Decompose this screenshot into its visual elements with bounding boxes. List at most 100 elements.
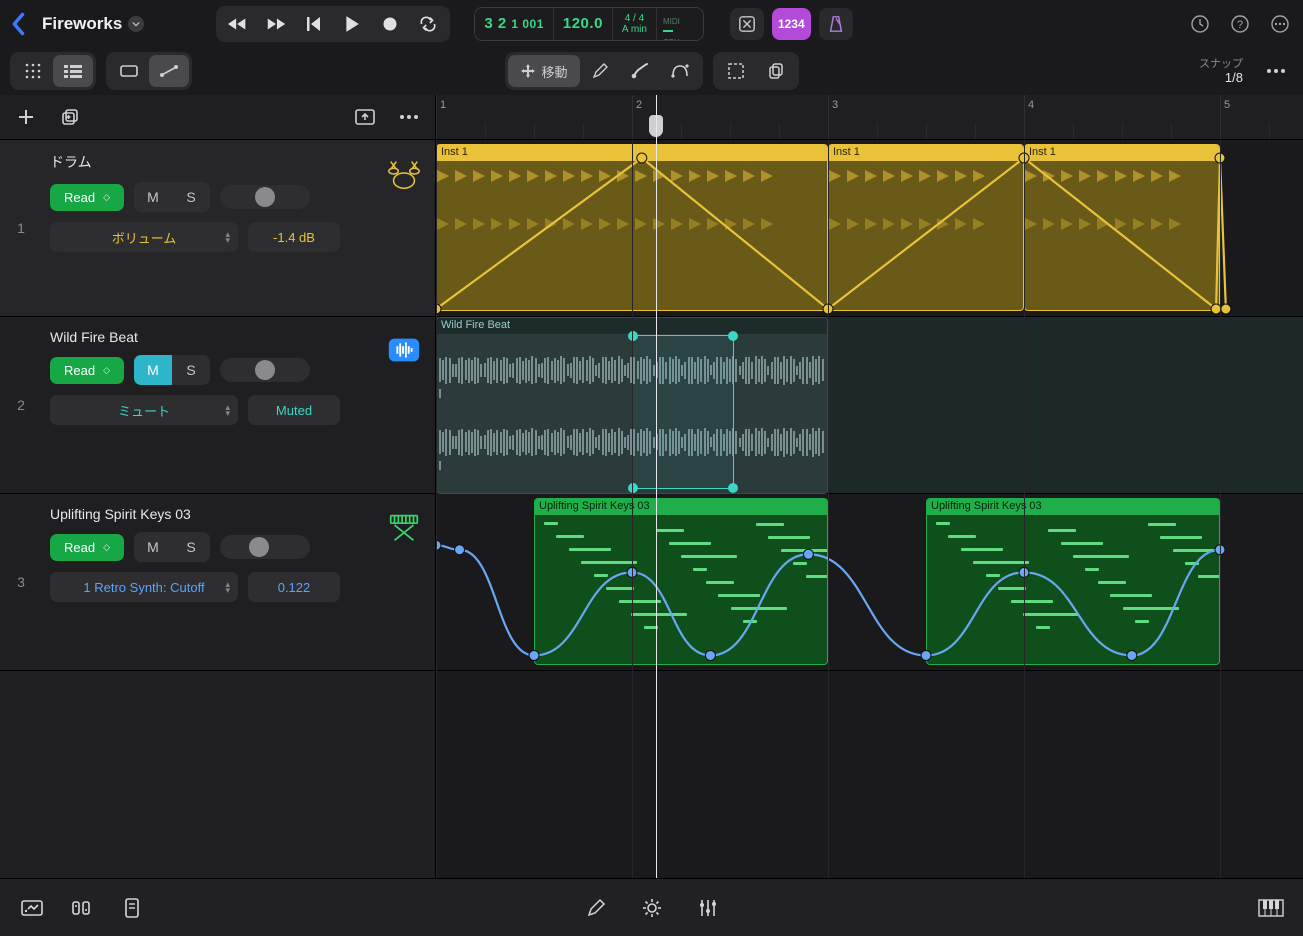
lcd-meters: MIDI CPU: [657, 8, 703, 40]
selection-rect[interactable]: [632, 335, 734, 489]
notepad-button[interactable]: [118, 894, 146, 922]
pan-knob[interactable]: [220, 358, 310, 382]
track-name[interactable]: Wild Fire Beat: [50, 329, 425, 345]
automation-param-select[interactable]: ボリューム▴▾: [50, 222, 238, 252]
automation-mode-button[interactable]: Read◇: [50, 357, 124, 384]
metronome-button[interactable]: [819, 8, 853, 40]
track-header[interactable]: 2 Wild Fire Beat Read◇ M S ミュート▴▾ Muted: [0, 317, 435, 494]
back-button[interactable]: [10, 12, 28, 36]
automation-mode-button[interactable]: Read◇: [50, 534, 124, 561]
automation-node[interactable]: [1221, 304, 1231, 314]
timeline-ruler[interactable]: 123456789: [436, 95, 1303, 140]
count-in-button[interactable]: 1234: [772, 8, 811, 40]
edit-tool-group: 移動: [504, 52, 702, 90]
transport-controls: [216, 6, 450, 42]
project-title-text: Fireworks: [42, 14, 122, 34]
record-button[interactable]: [371, 9, 409, 39]
brush-tool-button[interactable]: [620, 55, 660, 87]
ruler-bar-label: 2: [636, 99, 642, 111]
curve-tool-button[interactable]: [660, 55, 700, 87]
track-index: 2: [0, 317, 42, 493]
mute-button[interactable]: M: [134, 182, 172, 212]
browser-button[interactable]: [18, 894, 46, 922]
region-shadow: [828, 317, 1303, 493]
pan-knob[interactable]: [220, 185, 310, 209]
ruler-bar-label: 4: [1028, 99, 1034, 111]
play-button[interactable]: [333, 9, 371, 39]
ruler-bar-label: 1: [440, 99, 446, 111]
mode-buttons: 1234: [730, 8, 853, 40]
lcd-tempo[interactable]: 120.0: [554, 8, 613, 40]
mute-solo-group: M S: [134, 182, 210, 212]
automation-mode-button[interactable]: Read◇: [50, 184, 124, 211]
move-tool-button[interactable]: 移動: [507, 55, 579, 87]
automation-view-button[interactable]: [149, 55, 189, 87]
track-lane[interactable]: Inst 1Inst 1Inst 1: [436, 140, 1303, 317]
track-instrument-icon[interactable]: [385, 331, 423, 369]
lcd-sig-key[interactable]: 4 / 4A min: [613, 8, 657, 40]
mute-button[interactable]: M: [134, 355, 172, 385]
lcd-display[interactable]: 3 2 1 001 120.0 4 / 4A min MIDI CPU: [474, 7, 704, 41]
grid-view-button[interactable]: [13, 55, 53, 87]
solo-button[interactable]: S: [172, 182, 210, 212]
display-mode-group: [106, 52, 192, 90]
help-button[interactable]: ?: [1227, 11, 1253, 37]
ruler-bar-label: 5: [1224, 99, 1230, 111]
project-title[interactable]: Fireworks: [42, 14, 144, 34]
go-to-start-button[interactable]: [295, 9, 333, 39]
svg-text:?: ?: [1237, 19, 1243, 31]
piano-keyboard-button[interactable]: [1257, 894, 1285, 922]
list-view-button[interactable]: [53, 55, 93, 87]
fast-forward-button[interactable]: [257, 9, 295, 39]
solo-button[interactable]: S: [172, 355, 210, 385]
marquee-group: [713, 52, 799, 90]
toolbar-more-button[interactable]: [1259, 54, 1293, 88]
track-name[interactable]: Uplifting Spirit Keys 03: [50, 506, 425, 522]
edit-button[interactable]: [582, 894, 610, 922]
automation-node[interactable]: [455, 545, 465, 555]
cycle-button[interactable]: [409, 9, 447, 39]
replace-mode-button[interactable]: [730, 8, 764, 40]
mute-solo-group: M S: [134, 532, 210, 562]
track-lane[interactable]: Wild Fire Beat: [436, 317, 1303, 494]
ruler-bar-label: 3: [832, 99, 838, 111]
playhead[interactable]: [656, 95, 657, 878]
track-header[interactable]: 1 ドラム Read◇ M S ボリューム▴▾ -1.4 dB: [0, 140, 435, 317]
mute-solo-group: M S: [134, 355, 210, 385]
track-name[interactable]: ドラム: [50, 152, 425, 172]
track-header[interactable]: 3 Uplifting Spirit Keys 03 Read◇ M S 1 R…: [0, 494, 435, 671]
automation-param-select[interactable]: 1 Retro Synth: Cutoff▴▾: [50, 572, 238, 602]
lcd-position[interactable]: 3 2 1 001: [475, 8, 554, 40]
undo-history-button[interactable]: [1187, 11, 1213, 37]
add-track-button[interactable]: [12, 103, 40, 131]
track-lane[interactable]: Uplifting Spirit Keys 03 Uplifting Spirit…: [436, 494, 1303, 671]
region[interactable]: Inst 1: [828, 144, 1024, 311]
rewind-button[interactable]: [219, 9, 257, 39]
automation-param-select[interactable]: ミュート▴▾: [50, 395, 238, 425]
more-menu-button[interactable]: [1267, 11, 1293, 37]
settings-button[interactable]: [638, 894, 666, 922]
solo-button[interactable]: S: [172, 532, 210, 562]
duplicate-track-button[interactable]: [56, 103, 84, 131]
automation-param-value[interactable]: Muted: [248, 395, 340, 425]
track-instrument-icon[interactable]: [385, 508, 423, 546]
region[interactable]: Uplifting Spirit Keys 03: [926, 498, 1220, 665]
plugins-button[interactable]: [694, 894, 722, 922]
mute-button[interactable]: M: [134, 532, 172, 562]
track-index: 1: [0, 140, 42, 316]
mixer-button[interactable]: [68, 894, 96, 922]
region[interactable]: Uplifting Spirit Keys 03: [534, 498, 828, 665]
automation-param-value[interactable]: -1.4 dB: [248, 222, 340, 252]
copy-button[interactable]: [756, 55, 796, 87]
view-mode-group: [10, 52, 96, 90]
region[interactable]: Inst 1: [1024, 144, 1220, 311]
track-instrument-icon[interactable]: [385, 154, 423, 192]
library-button[interactable]: [351, 103, 379, 131]
snap-display[interactable]: スナップ 1/8: [1199, 58, 1249, 85]
track-more-button[interactable]: [395, 103, 423, 131]
pencil-tool-button[interactable]: [580, 55, 620, 87]
region-view-button[interactable]: [109, 55, 149, 87]
pan-knob[interactable]: [220, 535, 310, 559]
marquee-button[interactable]: [716, 55, 756, 87]
automation-param-value[interactable]: 0.122: [248, 572, 340, 602]
